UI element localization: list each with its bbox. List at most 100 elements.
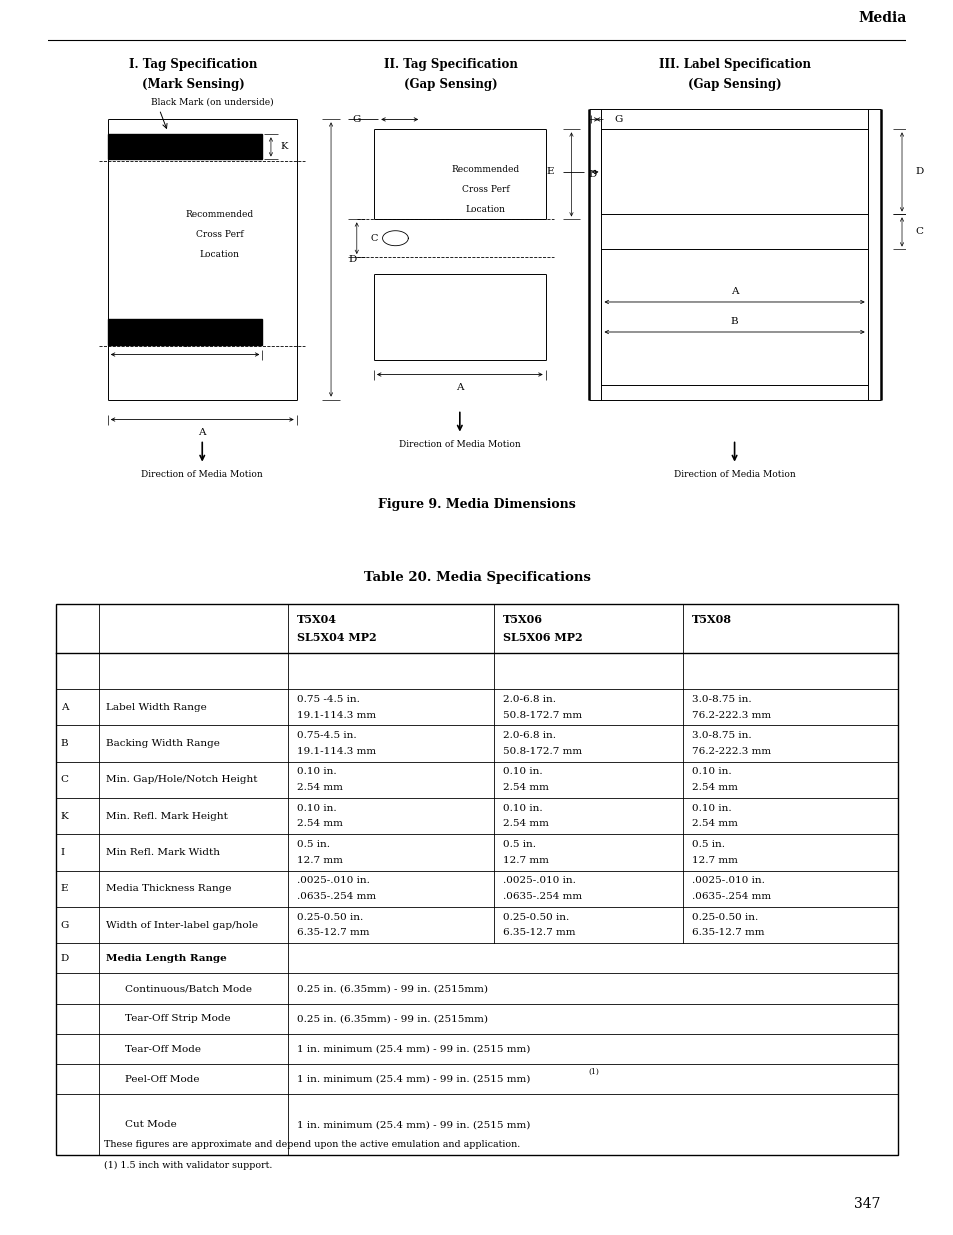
Text: 50.8-172.7 mm: 50.8-172.7 mm <box>502 747 581 756</box>
Text: 0.75 -4.5 in.: 0.75 -4.5 in. <box>296 695 359 704</box>
Text: 0.75-4.5 in.: 0.75-4.5 in. <box>296 731 356 740</box>
Text: 2.54 mm: 2.54 mm <box>691 783 737 792</box>
Text: 2.54 mm: 2.54 mm <box>502 820 548 829</box>
Text: C: C <box>914 227 923 236</box>
Text: Tear-Off Mode: Tear-Off Mode <box>125 1045 201 1053</box>
Text: D: D <box>61 953 69 963</box>
Text: B: B <box>61 739 68 748</box>
Text: .0025-.010 in.: .0025-.010 in. <box>502 877 575 885</box>
Text: K: K <box>61 811 69 820</box>
Text: I: I <box>61 848 65 857</box>
Text: 0.25-0.50 in.: 0.25-0.50 in. <box>296 913 362 921</box>
Text: G: G <box>61 920 69 930</box>
Text: (1) 1.5 inch with validator support.: (1) 1.5 inch with validator support. <box>103 1161 272 1171</box>
Text: 2.54 mm: 2.54 mm <box>296 783 342 792</box>
Text: Recommended: Recommended <box>185 210 253 219</box>
Text: 3.0-8.75 in.: 3.0-8.75 in. <box>691 731 751 740</box>
Text: Direction of Media Motion: Direction of Media Motion <box>398 440 520 450</box>
Text: 1 in. minimum (25.4 mm) - 99 in. (2515 mm): 1 in. minimum (25.4 mm) - 99 in. (2515 m… <box>296 1045 530 1053</box>
Text: A: A <box>730 288 738 296</box>
Text: T5X06: T5X06 <box>502 614 542 625</box>
Text: 347: 347 <box>853 1197 880 1212</box>
Text: 76.2-222.3 mm: 76.2-222.3 mm <box>691 747 770 756</box>
Text: SL5X04 MP2: SL5X04 MP2 <box>296 632 375 643</box>
Text: 0.10 in.: 0.10 in. <box>691 804 731 813</box>
Text: 0.25-0.50 in.: 0.25-0.50 in. <box>502 913 568 921</box>
Text: Location: Location <box>199 249 239 259</box>
Text: E: E <box>61 884 68 893</box>
Text: T5X04: T5X04 <box>296 614 336 625</box>
Text: Media Thickness Range: Media Thickness Range <box>106 884 232 893</box>
Text: 19.1-114.3 mm: 19.1-114.3 mm <box>296 710 375 720</box>
Text: .0635-.254 mm: .0635-.254 mm <box>502 892 581 902</box>
Text: K: K <box>280 142 287 152</box>
Text: 0.25-0.50 in.: 0.25-0.50 in. <box>691 913 757 921</box>
Text: 1 in. minimum (25.4 mm) - 99 in. (2515 mm): 1 in. minimum (25.4 mm) - 99 in. (2515 m… <box>296 1074 530 1084</box>
Text: B: B <box>730 317 738 326</box>
Text: Min. Gap/Hole/Notch Height: Min. Gap/Hole/Notch Height <box>106 776 257 784</box>
Text: Peel-Off Mode: Peel-Off Mode <box>125 1074 199 1084</box>
Text: Table 20. Media Specifications: Table 20. Media Specifications <box>363 571 590 584</box>
Text: 0.10 in.: 0.10 in. <box>296 804 336 813</box>
Text: 12.7 mm: 12.7 mm <box>691 856 737 864</box>
Text: SL5X06 MP2: SL5X06 MP2 <box>502 632 581 643</box>
Text: D: D <box>348 254 356 264</box>
Text: 6.35-12.7 mm: 6.35-12.7 mm <box>502 929 575 937</box>
Text: C: C <box>370 233 377 243</box>
Text: 0.10 in.: 0.10 in. <box>691 767 731 777</box>
Text: 19.1-114.3 mm: 19.1-114.3 mm <box>296 747 375 756</box>
Text: E: E <box>546 168 554 177</box>
Text: 12.7 mm: 12.7 mm <box>502 856 548 864</box>
Text: Min Refl. Mark Width: Min Refl. Mark Width <box>106 848 220 857</box>
Text: These figures are approximate and depend upon the active emulation and applicati: These figures are approximate and depend… <box>103 1140 519 1149</box>
Text: A: A <box>198 427 206 436</box>
Text: 2.54 mm: 2.54 mm <box>296 820 342 829</box>
Text: (1): (1) <box>588 1068 598 1076</box>
Text: 3.0-8.75 in.: 3.0-8.75 in. <box>691 695 751 704</box>
Text: 2.54 mm: 2.54 mm <box>502 783 548 792</box>
Text: 0.25 in. (6.35mm) - 99 in. (2515mm): 0.25 in. (6.35mm) - 99 in. (2515mm) <box>296 984 487 993</box>
Text: 50.8-172.7 mm: 50.8-172.7 mm <box>502 710 581 720</box>
Text: 0.10 in.: 0.10 in. <box>502 804 542 813</box>
Text: I. Tag Specification: I. Tag Specification <box>130 58 257 70</box>
Text: II. Tag Specification: II. Tag Specification <box>384 58 517 70</box>
Text: Location: Location <box>465 205 505 214</box>
Text: Media Length Range: Media Length Range <box>106 953 227 963</box>
Text: D: D <box>914 168 923 177</box>
Text: 0.25 in. (6.35mm) - 99 in. (2515mm): 0.25 in. (6.35mm) - 99 in. (2515mm) <box>296 1014 487 1024</box>
Text: 6.35-12.7 mm: 6.35-12.7 mm <box>691 929 763 937</box>
Text: Label Width Range: Label Width Range <box>106 703 207 711</box>
Text: .0025-.010 in.: .0025-.010 in. <box>691 877 763 885</box>
Text: Backing Width Range: Backing Width Range <box>106 739 220 748</box>
Text: A: A <box>456 383 463 391</box>
Text: (Gap Sensing): (Gap Sensing) <box>687 78 781 91</box>
Text: Black Mark (on underside): Black Mark (on underside) <box>151 98 274 106</box>
Text: (Mark Sensing): (Mark Sensing) <box>142 78 245 91</box>
Text: C: C <box>61 776 69 784</box>
Text: 12.7 mm: 12.7 mm <box>296 856 342 864</box>
Text: D: D <box>588 170 597 179</box>
Text: Min. Refl. Mark Height: Min. Refl. Mark Height <box>106 811 228 820</box>
Text: G: G <box>353 115 360 124</box>
Text: A: A <box>61 703 68 711</box>
Text: I: I <box>183 340 187 350</box>
Text: G: G <box>614 115 622 124</box>
Text: Tear-Off Strip Mode: Tear-Off Strip Mode <box>125 1014 231 1024</box>
Text: 0.10 in.: 0.10 in. <box>296 767 336 777</box>
Text: Width of Inter-label gap/hole: Width of Inter-label gap/hole <box>106 920 258 930</box>
Text: T5X08: T5X08 <box>691 614 731 625</box>
Text: .0025-.010 in.: .0025-.010 in. <box>296 877 369 885</box>
Text: Direction of Media Motion: Direction of Media Motion <box>141 471 263 479</box>
Text: 0.10 in.: 0.10 in. <box>502 767 542 777</box>
Text: .0635-.254 mm: .0635-.254 mm <box>691 892 770 902</box>
Text: (Gap Sensing): (Gap Sensing) <box>404 78 497 91</box>
Text: Cross Perf: Cross Perf <box>195 230 243 238</box>
Text: 2.0-6.8 in.: 2.0-6.8 in. <box>502 695 556 704</box>
Bar <box>108 135 262 159</box>
Text: 2.54 mm: 2.54 mm <box>691 820 737 829</box>
Text: .0635-.254 mm: .0635-.254 mm <box>296 892 375 902</box>
Text: 1 in. minimum (25.4 mm) - 99 in. (2515 mm): 1 in. minimum (25.4 mm) - 99 in. (2515 m… <box>296 1120 530 1129</box>
Text: Continuous/Batch Mode: Continuous/Batch Mode <box>125 984 252 993</box>
Text: Recommended: Recommended <box>451 165 519 174</box>
Text: 0.5 in.: 0.5 in. <box>502 840 536 848</box>
